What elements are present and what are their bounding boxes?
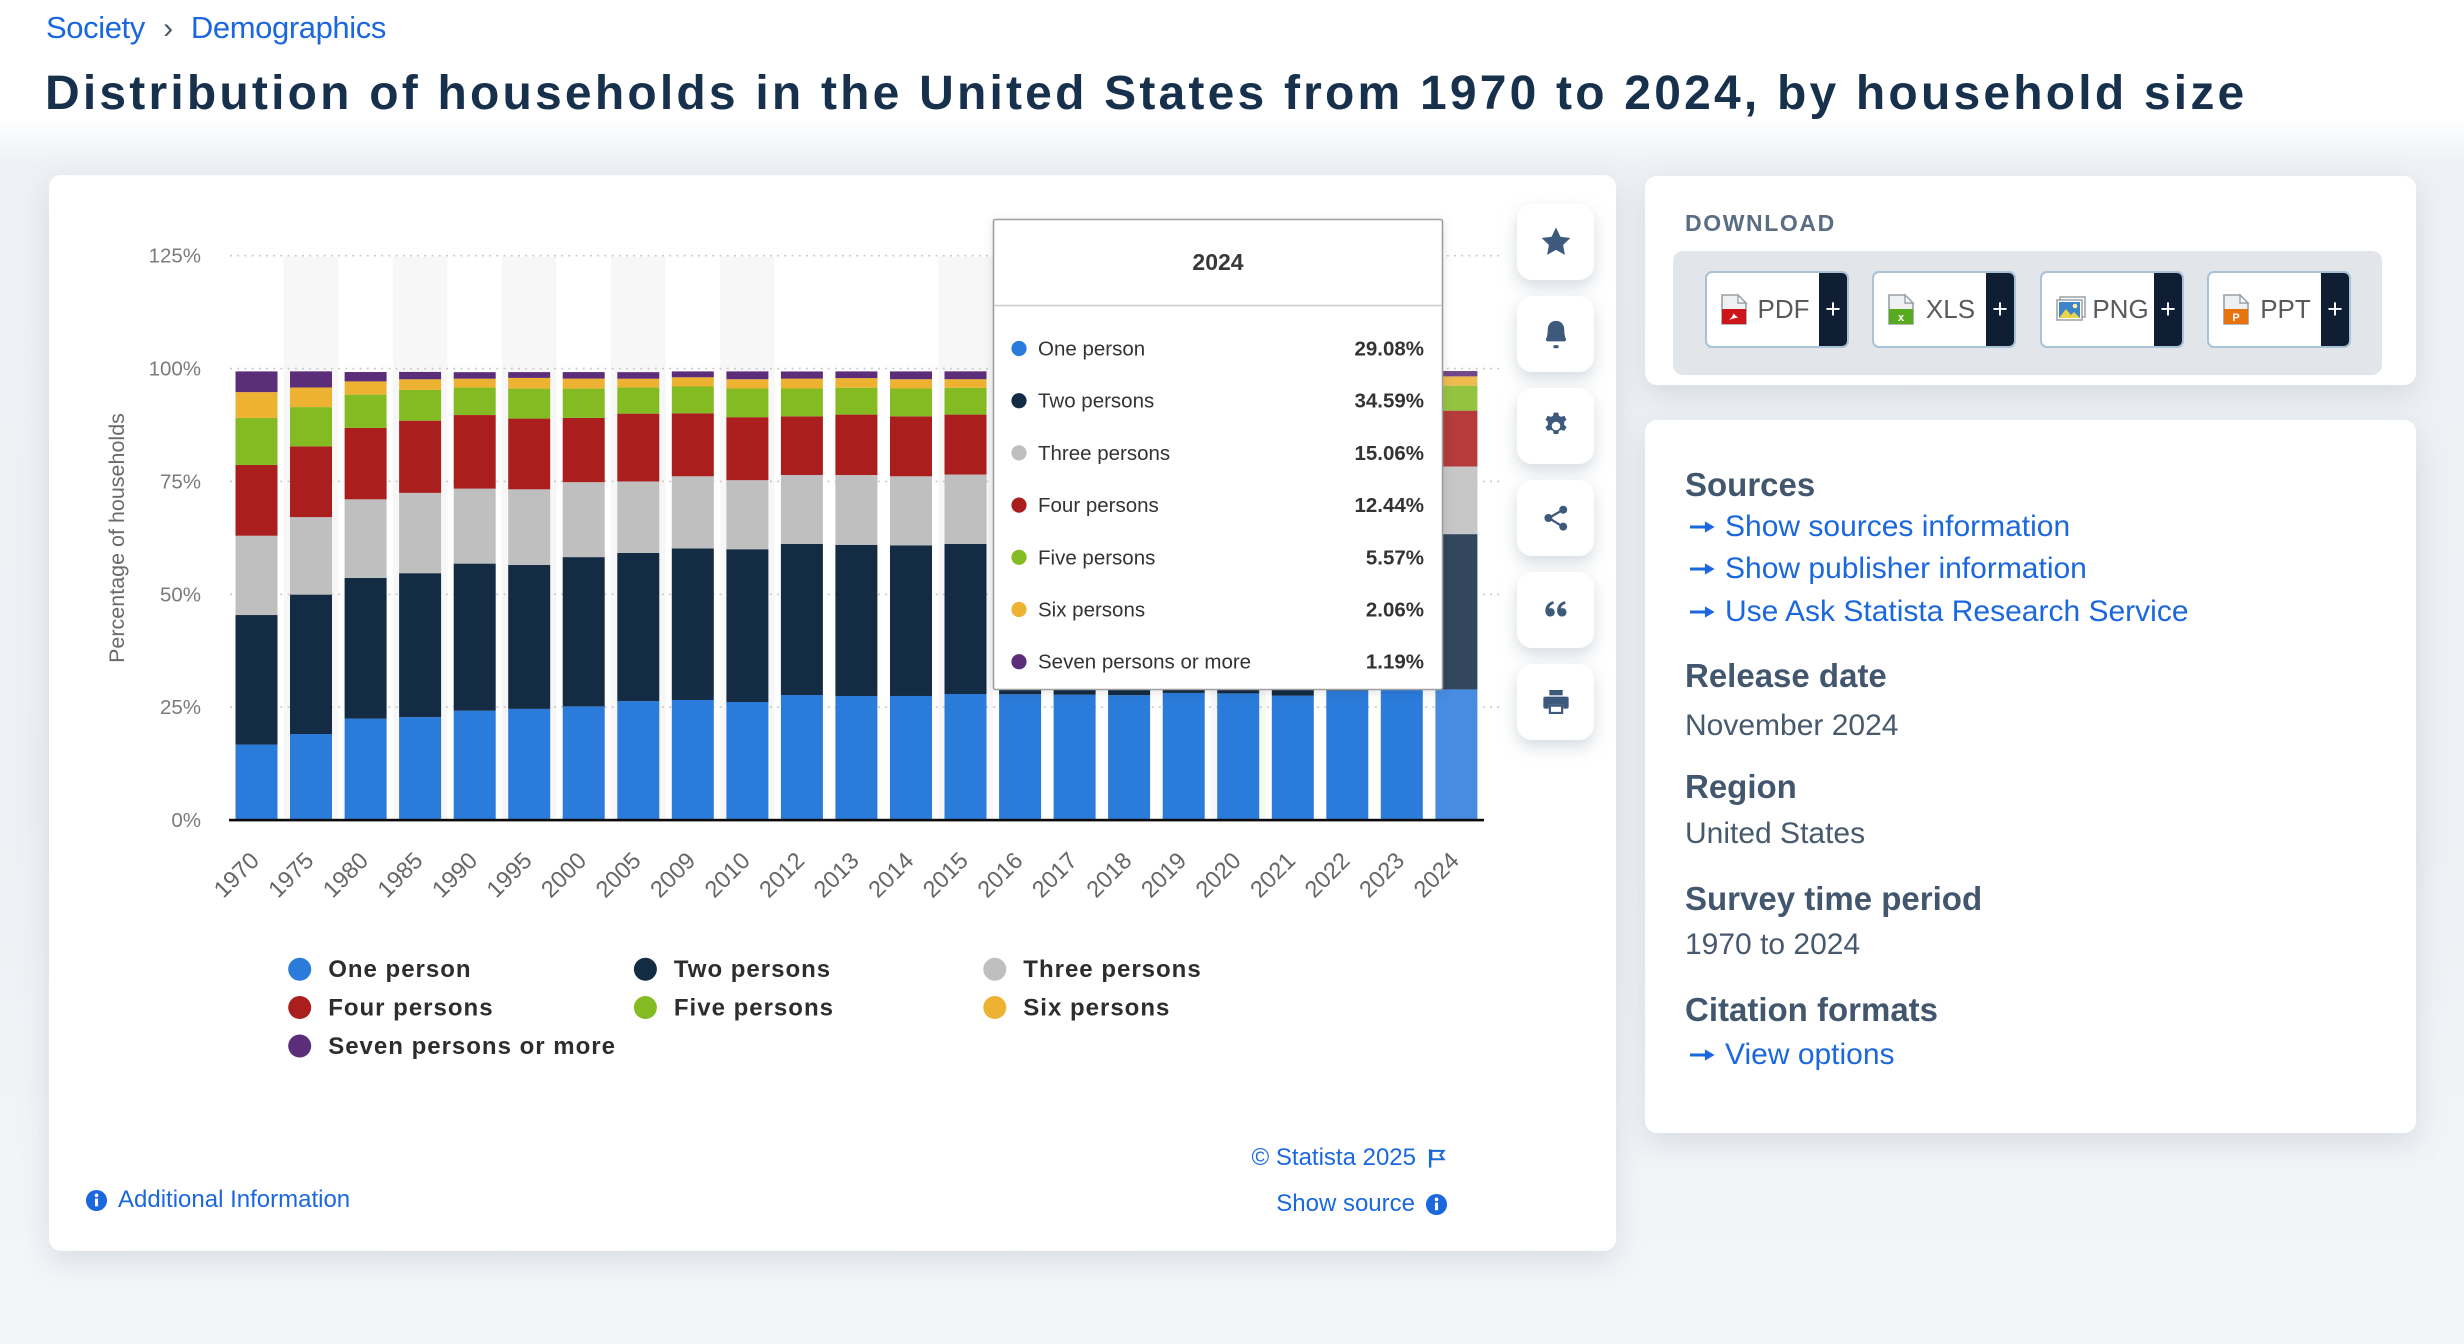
svg-text:One person: One person xyxy=(328,956,471,983)
svg-text:2000: 2000 xyxy=(536,847,591,902)
svg-text:34.59%: 34.59% xyxy=(1354,390,1424,413)
svg-text:2022: 2022 xyxy=(1299,847,1354,902)
svg-text:100%: 100% xyxy=(149,358,201,381)
svg-text:Two persons: Two persons xyxy=(674,956,831,983)
svg-text:2020: 2020 xyxy=(1190,847,1245,902)
svg-text:Six persons: Six persons xyxy=(1038,599,1145,622)
svg-text:2024: 2024 xyxy=(1192,249,1243,275)
svg-text:2024: 2024 xyxy=(1409,847,1464,902)
svg-text:29.08%: 29.08% xyxy=(1354,338,1424,361)
svg-text:12.44%: 12.44% xyxy=(1354,494,1424,517)
svg-text:2016: 2016 xyxy=(972,847,1027,902)
svg-text:1975: 1975 xyxy=(263,847,318,902)
svg-text:Four persons: Four persons xyxy=(328,995,493,1022)
svg-text:2013: 2013 xyxy=(809,847,864,902)
svg-text:P: P xyxy=(2232,312,2239,324)
svg-text:Seven persons or more: Seven persons or more xyxy=(328,1033,616,1060)
svg-text:125%: 125% xyxy=(149,245,201,268)
svg-text:1990: 1990 xyxy=(427,847,482,902)
svg-text:2019: 2019 xyxy=(1136,847,1191,902)
svg-text:Three persons: Three persons xyxy=(1038,442,1170,465)
svg-text:Percentage of households: Percentage of households xyxy=(105,413,129,663)
svg-text:2014: 2014 xyxy=(863,847,918,902)
svg-text:2021: 2021 xyxy=(1245,847,1300,902)
svg-text:1985: 1985 xyxy=(372,847,427,902)
svg-text:2018: 2018 xyxy=(1081,847,1136,902)
svg-text:25%: 25% xyxy=(160,696,201,719)
svg-text:2017: 2017 xyxy=(1027,847,1082,902)
svg-text:2010: 2010 xyxy=(700,847,755,902)
svg-text:x: x xyxy=(1898,312,1905,324)
svg-text:Three persons: Three persons xyxy=(1023,956,1201,983)
svg-text:Five persons: Five persons xyxy=(674,995,834,1022)
svg-text:0%: 0% xyxy=(171,809,201,832)
svg-text:2005: 2005 xyxy=(590,847,645,902)
svg-text:Two persons: Two persons xyxy=(1038,390,1154,413)
svg-text:Five persons: Five persons xyxy=(1038,546,1155,569)
svg-text:One person: One person xyxy=(1038,338,1145,361)
svg-text:2009: 2009 xyxy=(645,847,700,902)
svg-text:Six persons: Six persons xyxy=(1023,995,1170,1022)
svg-text:1.19%: 1.19% xyxy=(1366,651,1424,674)
svg-text:1980: 1980 xyxy=(318,847,373,902)
svg-text:2.06%: 2.06% xyxy=(1366,599,1424,622)
svg-text:50%: 50% xyxy=(160,583,201,606)
svg-text:2012: 2012 xyxy=(754,847,809,902)
svg-text:2023: 2023 xyxy=(1354,847,1409,902)
svg-text:75%: 75% xyxy=(160,470,201,493)
svg-text:1970: 1970 xyxy=(209,847,264,902)
svg-text:Seven persons or more: Seven persons or more xyxy=(1038,651,1251,674)
svg-text:1995: 1995 xyxy=(481,847,536,902)
svg-text:5.57%: 5.57% xyxy=(1366,546,1424,569)
svg-text:Four persons: Four persons xyxy=(1038,494,1159,517)
svg-text:2015: 2015 xyxy=(918,847,973,902)
svg-text:15.06%: 15.06% xyxy=(1354,442,1424,465)
